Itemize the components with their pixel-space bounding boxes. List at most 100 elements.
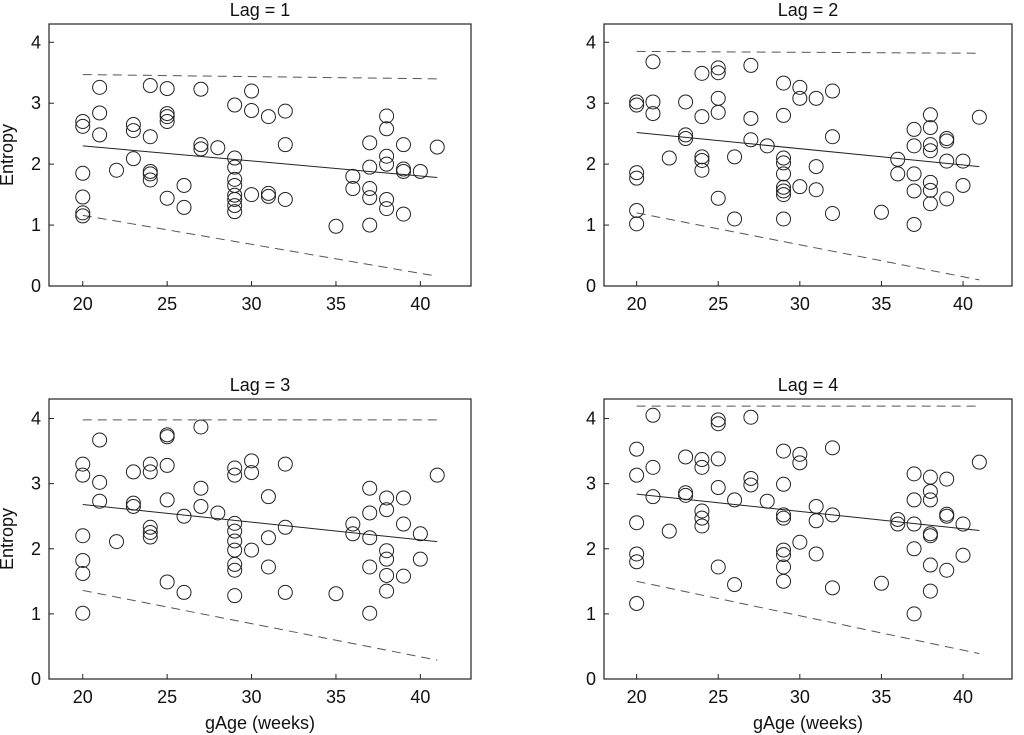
data-point [792, 179, 808, 195]
data-point [159, 106, 175, 122]
data-point [710, 65, 726, 81]
regression-line [636, 493, 980, 532]
y-tick-label: 2 [31, 539, 41, 559]
data-point [379, 191, 395, 207]
scatter-points [75, 78, 445, 234]
data-point [629, 170, 645, 186]
data-point [429, 139, 445, 155]
data-point [939, 133, 955, 149]
x-tick-label: 25 [157, 294, 177, 314]
data-point [210, 140, 226, 156]
data-point [743, 110, 759, 126]
lower-bound-line [636, 580, 980, 655]
data-point [75, 528, 91, 544]
x-tick-label: 30 [790, 294, 810, 314]
data-point [906, 492, 922, 508]
data-point [939, 562, 955, 578]
data-point [873, 204, 889, 220]
data-point [379, 583, 395, 599]
data-point [379, 551, 395, 567]
data-point [906, 138, 922, 154]
data-point [395, 206, 411, 222]
data-point [694, 452, 710, 468]
data-point [629, 202, 645, 218]
data-point [159, 190, 175, 206]
data-point [694, 162, 710, 178]
data-point [75, 605, 91, 621]
panel-title: Lag = 3 [230, 375, 291, 395]
data-point [362, 135, 378, 151]
data-point [125, 498, 141, 514]
data-point [159, 81, 175, 97]
data-point [694, 503, 710, 519]
y-tick-label: 0 [586, 276, 596, 296]
data-point [824, 129, 840, 145]
data-point [678, 94, 694, 110]
data-point [142, 78, 158, 94]
data-point [922, 469, 938, 485]
data-point [645, 407, 661, 423]
data-point [244, 103, 260, 119]
data-point [395, 516, 411, 532]
plot-frame [603, 398, 1013, 680]
data-point [661, 523, 677, 539]
data-point [227, 159, 243, 175]
data-point [277, 191, 293, 207]
data-point [645, 54, 661, 70]
data-point [792, 534, 808, 550]
data-point [125, 464, 141, 480]
y-tick-label: 1 [586, 215, 596, 235]
x-tick-label: 35 [871, 687, 891, 707]
x-tick-label: 20 [627, 687, 647, 707]
regression-line [82, 503, 438, 543]
data-point [193, 137, 209, 153]
data-point [939, 153, 955, 169]
data-point [710, 416, 726, 432]
data-point [260, 530, 276, 546]
data-point [92, 493, 108, 509]
data-point [125, 117, 141, 133]
x-tick-label: 25 [157, 687, 177, 707]
data-point [227, 542, 243, 558]
data-point [955, 547, 971, 563]
y-tick-label: 1 [31, 604, 41, 624]
data-point [362, 480, 378, 496]
data-point [922, 583, 938, 599]
data-point [776, 510, 792, 526]
data-point [92, 432, 108, 448]
data-point [678, 127, 694, 143]
data-point [710, 90, 726, 106]
x-tick-label: 35 [871, 294, 891, 314]
data-point [922, 143, 938, 159]
data-point [727, 577, 743, 593]
scatter-points [629, 54, 987, 232]
data-point [379, 201, 395, 217]
y-tick-label: 0 [31, 669, 41, 689]
data-point [808, 513, 824, 529]
plot-frame [603, 23, 1013, 287]
data-point [345, 526, 361, 542]
data-point [244, 83, 260, 99]
data-point [395, 568, 411, 584]
data-point [710, 451, 726, 467]
x-tick-label: 25 [708, 294, 728, 314]
data-point [362, 505, 378, 521]
data-point [694, 510, 710, 526]
data-point [743, 132, 759, 148]
data-point [227, 562, 243, 578]
data-point [277, 456, 293, 472]
data-point [939, 191, 955, 207]
data-point [629, 554, 645, 570]
data-point [412, 551, 428, 567]
y-axis-label: Entropy [0, 508, 17, 570]
data-point [227, 515, 243, 531]
data-point [395, 163, 411, 179]
data-point [244, 187, 260, 203]
data-point [244, 453, 260, 469]
x-tick-label: 40 [953, 294, 973, 314]
data-point [227, 556, 243, 572]
data-point [227, 150, 243, 166]
data-point [159, 429, 175, 445]
x-tick-label: 20 [627, 294, 647, 314]
y-tick-label: 2 [31, 154, 41, 174]
